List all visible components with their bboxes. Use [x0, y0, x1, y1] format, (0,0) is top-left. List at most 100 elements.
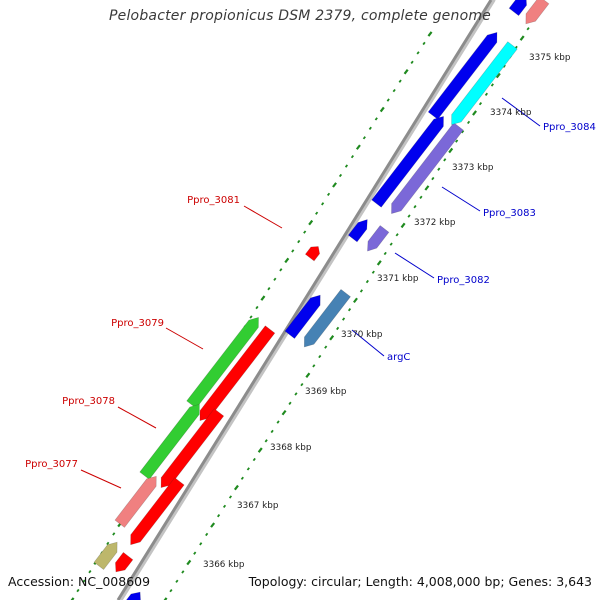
gene-label: Ppro_3084 — [543, 122, 596, 133]
track-dot — [82, 579, 86, 583]
gene-arrow-red — [160, 408, 225, 489]
tick-label: 3370 kbp — [341, 330, 383, 340]
track-dot — [502, 64, 506, 68]
gene-labels-layer: Ppro_3084 Ppro_3083 Ppro_3082 argC Ppro_3081… — [25, 122, 596, 470]
gene-arrow-blue — [508, 0, 527, 17]
gene-arrow-red — [115, 551, 134, 573]
track-dot — [407, 214, 411, 218]
track-dot — [175, 579, 179, 583]
track-dot — [374, 117, 378, 121]
track-dot — [478, 101, 483, 106]
track-dot — [321, 202, 325, 206]
track-dot — [312, 364, 316, 368]
gene-arrow-steelblue — [303, 288, 351, 348]
gene-arrow-blue — [427, 31, 498, 120]
gene-arrow-red — [304, 246, 320, 262]
track-dot — [410, 60, 414, 64]
track-dot — [347, 308, 352, 312]
track-dot — [379, 106, 385, 113]
track-dot — [368, 126, 372, 130]
tick-label: 3369 kbp — [305, 387, 347, 397]
track-dot — [355, 144, 361, 150]
gene-arrow-red — [130, 477, 185, 546]
label-leader-line — [80, 469, 122, 489]
track-dot — [273, 277, 277, 281]
track-dot — [233, 484, 239, 491]
track-dot — [112, 532, 116, 536]
track-dot — [431, 176, 435, 181]
gene-arrow-blue — [284, 294, 321, 339]
gene-arrow-olive — [93, 541, 118, 570]
track-dot — [181, 570, 185, 574]
track-dot — [443, 158, 447, 162]
track-dot — [383, 251, 387, 256]
tick-label: 3368 kbp — [270, 443, 312, 453]
track-dot — [338, 173, 343, 178]
track-dot — [324, 345, 328, 349]
track-dot — [291, 249, 295, 253]
track-dot — [427, 31, 433, 37]
map-title: Pelobacter propionicus DSM 2379, complet… — [109, 8, 491, 24]
track-dot — [326, 192, 331, 197]
track-dot — [264, 439, 268, 443]
track-dot — [279, 268, 283, 272]
track-dot — [217, 514, 221, 518]
track-dot — [329, 335, 335, 341]
track-dot — [199, 542, 203, 546]
gene-arrow-red — [199, 325, 276, 421]
track-dot — [169, 588, 173, 593]
track-dot — [344, 164, 349, 168]
track-dot — [392, 88, 396, 93]
track-dot — [395, 233, 399, 237]
track-dot — [267, 287, 271, 291]
label-leader-line — [501, 97, 541, 127]
track-dot — [472, 110, 477, 116]
label-leader-line — [243, 205, 283, 229]
gene-label: Ppro_3079 — [111, 318, 164, 329]
track-dot — [422, 41, 426, 46]
tick-label: 3371 kbp — [377, 274, 419, 284]
track-dot — [461, 130, 465, 134]
track-dot — [490, 83, 494, 87]
track-dot — [294, 392, 298, 396]
track-dot — [222, 504, 227, 509]
track-dot — [260, 295, 266, 301]
label-leader-layer — [80, 97, 541, 489]
gene-arrow-blue — [371, 116, 444, 208]
track-dot — [88, 570, 92, 574]
track-dot — [303, 230, 307, 234]
track-dot — [376, 260, 382, 266]
track-dot — [284, 257, 290, 264]
track-dot — [315, 211, 319, 215]
tick-label: 3374 kbp — [490, 108, 532, 118]
track-dot — [240, 476, 244, 480]
track-dot — [519, 35, 525, 41]
track-dot — [300, 382, 304, 387]
gene-arrow-cyan — [451, 41, 518, 126]
gene-label: argC — [387, 352, 410, 363]
track-dot — [252, 457, 256, 462]
track-dot — [448, 147, 454, 154]
track-dot — [255, 305, 259, 310]
tick-label: 3372 kbp — [414, 218, 456, 228]
track-dot — [437, 167, 441, 171]
track-dot — [163, 597, 168, 600]
gene-label: Ppro_3082 — [437, 275, 490, 286]
backbone-line — [116, 0, 493, 600]
track-dot — [484, 92, 488, 96]
gene-label: Ppro_3081 — [187, 195, 240, 206]
label-leader-line — [165, 327, 204, 350]
track-dot — [318, 354, 322, 359]
gene-label: Ppro_3083 — [483, 208, 536, 219]
track-dot — [246, 467, 250, 471]
genes-layer — [93, 0, 550, 600]
track-dot — [526, 27, 530, 31]
track-dot — [297, 239, 301, 244]
backbone-layer — [116, 0, 496, 600]
track-dot — [359, 289, 363, 293]
track-dot — [350, 154, 355, 159]
gene-arrow-purple — [391, 122, 464, 214]
gene-arrow-blue — [126, 591, 141, 600]
track-dot — [371, 270, 375, 274]
